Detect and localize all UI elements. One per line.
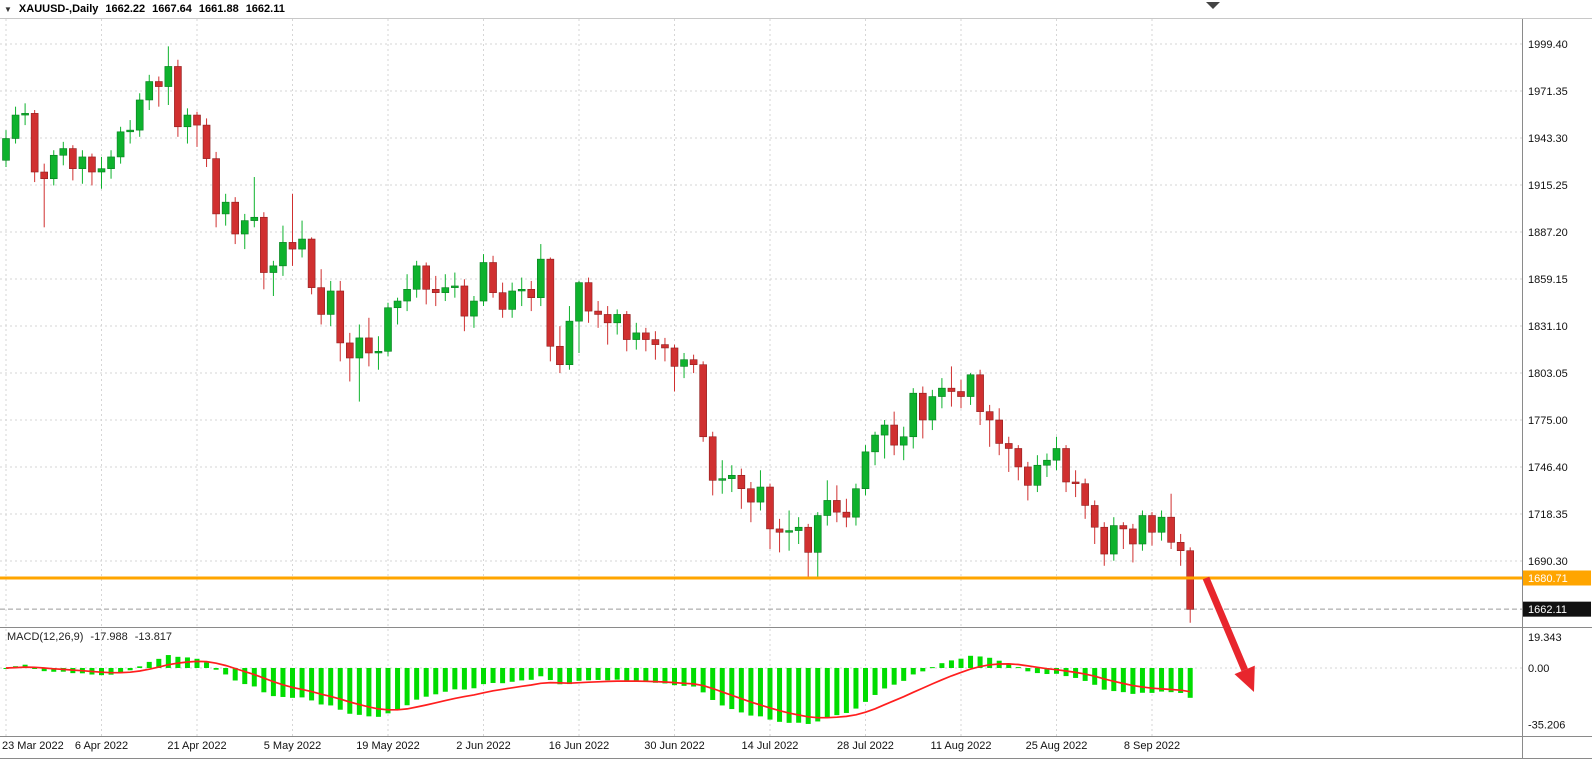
- macd-signal-value: -13.817: [134, 631, 173, 643]
- svg-text:1680.71: 1680.71: [1528, 573, 1568, 585]
- symbol-period-label: XAUUSD-,Daily: [18, 3, 99, 15]
- svg-text:11 Aug 2022: 11 Aug 2022: [931, 740, 992, 752]
- svg-text:16 Jun 2022: 16 Jun 2022: [549, 740, 610, 752]
- macd-signal-line: [5, 660, 1191, 719]
- ohlc-open-value: 1662.22: [105, 3, 146, 15]
- svg-text:2 Jun 2022: 2 Jun 2022: [456, 740, 510, 752]
- bid-price-badge: 1662.11: [1523, 601, 1591, 617]
- svg-text:21 Apr 2022: 21 Apr 2022: [167, 740, 226, 752]
- date-axis-labels[interactable]: 23 Mar 2022 6 Apr 2022 21 Apr 2022 5 May 20…: [2, 740, 1180, 752]
- svg-text:1887.20: 1887.20: [1528, 227, 1568, 239]
- svg-text:1718.35: 1718.35: [1528, 509, 1568, 521]
- svg-text:1690.30: 1690.30: [1528, 556, 1568, 568]
- svg-text:-35.206: -35.206: [1528, 719, 1565, 731]
- macd-name-label: MACD(12,26,9): [7, 631, 84, 643]
- svg-text:6 Apr 2022: 6 Apr 2022: [75, 740, 128, 752]
- macd-histogram: [3, 655, 1193, 724]
- svg-text:8 Sep 2022: 8 Sep 2022: [1124, 740, 1180, 752]
- svg-text:1943.30: 1943.30: [1528, 133, 1568, 145]
- pane-separators: [0, 18, 1592, 759]
- svg-text:23 Mar 2022: 23 Mar 2022: [2, 740, 64, 752]
- macd-scale-labels[interactable]: 19.343 0.00 -35.206: [1528, 632, 1565, 731]
- svg-text:5 May 2022: 5 May 2022: [264, 740, 321, 752]
- svg-text:28 Jul 2022: 28 Jul 2022: [837, 740, 894, 752]
- ohlc-close-value: 1662.11: [245, 3, 285, 15]
- trend-arrow[interactable]: [1202, 576, 1255, 692]
- chart-header: ▼ XAUUSD-,Daily 1662.22 1667.64 1661.88 …: [4, 1, 285, 17]
- ohlc-low-value: 1661.88: [198, 3, 239, 15]
- svg-text:1662.11: 1662.11: [1528, 604, 1567, 616]
- macd-main-value: -17.988: [90, 631, 128, 643]
- svg-text:19.343: 19.343: [1528, 632, 1562, 644]
- svg-text:0.00: 0.00: [1528, 663, 1549, 675]
- symbol-dropdown-icon[interactable]: ▼: [4, 4, 12, 14]
- ohlc-high-value: 1667.64: [152, 3, 192, 15]
- svg-text:1775.00: 1775.00: [1528, 415, 1568, 427]
- svg-text:25 Aug 2022: 25 Aug 2022: [1026, 740, 1088, 752]
- svg-text:1859.15: 1859.15: [1528, 274, 1568, 286]
- resistance-price-badge: 1680.71: [1523, 570, 1591, 586]
- svg-text:1831.10: 1831.10: [1528, 321, 1568, 333]
- svg-text:19 May 2022: 19 May 2022: [356, 740, 420, 752]
- svg-text:1803.05: 1803.05: [1528, 368, 1568, 380]
- chart-shift-marker-icon[interactable]: [1206, 2, 1220, 9]
- macd-indicator-label: MACD(12,26,9) -17.988 -13.817: [7, 631, 172, 643]
- svg-text:1746.40: 1746.40: [1528, 462, 1568, 474]
- svg-text:1915.25: 1915.25: [1528, 180, 1568, 192]
- svg-text:14 Jul 2022: 14 Jul 2022: [742, 740, 799, 752]
- price-axis-labels[interactable]: 1999.40 1971.35 1943.30 1915.25 1887.20 1859.…: [1528, 39, 1568, 568]
- candles: [2, 46, 1194, 623]
- grid-lines: [0, 19, 1522, 736]
- svg-text:1999.40: 1999.40: [1528, 39, 1568, 51]
- svg-text:30 Jun 2022: 30 Jun 2022: [644, 740, 705, 752]
- svg-text:1971.35: 1971.35: [1528, 86, 1568, 98]
